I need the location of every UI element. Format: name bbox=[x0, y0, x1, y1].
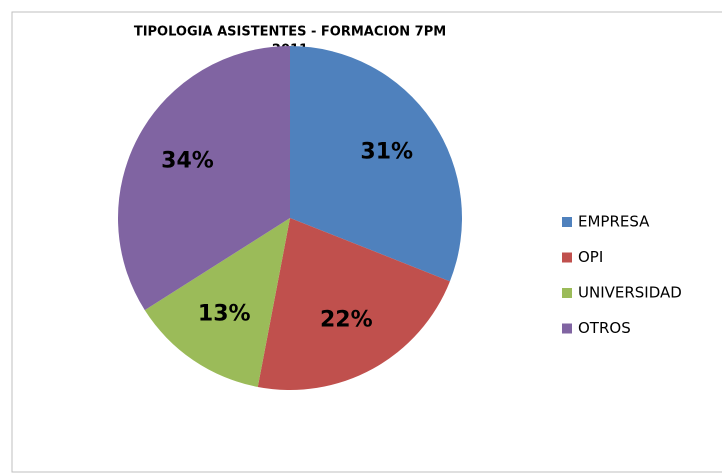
pie-slice bbox=[257, 218, 450, 390]
data-label: 22% bbox=[320, 307, 373, 332]
legend-swatch bbox=[562, 323, 572, 334]
legend-swatch bbox=[562, 217, 572, 227]
legend-label: UNIVERSIDAD bbox=[578, 284, 682, 302]
legend-label: OTROS bbox=[578, 319, 631, 337]
legend-label: OPI bbox=[578, 248, 603, 266]
data-label: 34% bbox=[161, 149, 214, 174]
pie-slice bbox=[144, 218, 290, 387]
legend-swatch bbox=[562, 252, 572, 263]
data-label: 13% bbox=[198, 302, 251, 327]
legend-swatch bbox=[562, 288, 572, 298]
pie-slice bbox=[118, 46, 291, 311]
pie-slice bbox=[290, 46, 462, 282]
chart-title: TIPOLOGIA ASISTENTES - FORMACION 7PM bbox=[134, 25, 446, 40]
legend-label: EMPRESA bbox=[578, 213, 650, 231]
data-label: 31% bbox=[360, 139, 413, 164]
